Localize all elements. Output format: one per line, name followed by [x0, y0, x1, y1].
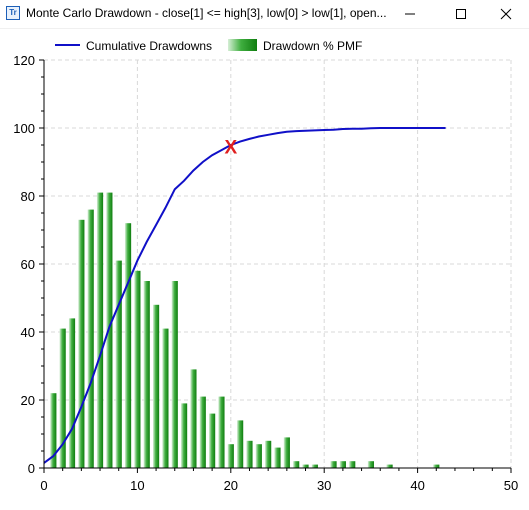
- title-bar: Tr Monte Carlo Drawdown - close[1] <= hi…: [0, 0, 529, 29]
- x-tick-label: 20: [224, 478, 238, 493]
- pmf-bar: [227, 444, 234, 468]
- chart-area: 0 20 40 60 80 100 120 0 10 20 30 40 50 Cumulative Dr…: [0, 28, 529, 505]
- pmf-bar: [218, 396, 225, 468]
- pmf-bar: [152, 304, 160, 468]
- x-tick-label: 10: [130, 478, 144, 493]
- pmf-bar: [190, 369, 197, 468]
- marker-x: X: [224, 138, 237, 159]
- minimize-button[interactable]: [387, 0, 433, 28]
- pmf-bar: [330, 461, 337, 468]
- x-tick-label: 50: [504, 478, 518, 493]
- app-icon: Tr: [6, 6, 20, 20]
- pmf-bar: [349, 461, 356, 468]
- legend-label-cumulative: Cumulative Drawdowns: [86, 39, 212, 53]
- maximize-button[interactable]: [438, 0, 484, 28]
- y-tick-label: 120: [13, 53, 35, 68]
- pmf-bar: [302, 464, 309, 468]
- pmf-bar: [181, 403, 188, 468]
- pmf-bar: [106, 192, 113, 468]
- legend-swatch-pmf: [228, 39, 257, 51]
- cumulative-line: [43, 127, 446, 464]
- y-tick-label: 80: [21, 189, 35, 204]
- y-tick-label: 0: [28, 461, 35, 476]
- legend: Cumulative Drawdowns Drawdown % PMF: [55, 39, 362, 53]
- pmf-bar: [237, 420, 244, 468]
- y-tick-label: 60: [21, 257, 35, 272]
- pmf-bar: [162, 328, 169, 468]
- pmf-bar: [246, 440, 253, 468]
- pmf-bar: [386, 464, 393, 468]
- pmf-bar: [171, 281, 178, 468]
- pmf-bar: [283, 437, 290, 468]
- pmf-bar: [209, 413, 216, 468]
- y-tick-label: 40: [21, 325, 35, 340]
- maximize-icon: [456, 9, 466, 19]
- pmf-bars: [50, 192, 440, 468]
- minimize-icon: [405, 13, 415, 15]
- window-title: Monte Carlo Drawdown - close[1] <= high[…: [26, 6, 387, 20]
- pmf-bar: [50, 393, 57, 468]
- legend-label-pmf: Drawdown % PMF: [263, 39, 362, 53]
- axes: 0 20 40 60 80 100 120 0 10 20 30 40 50: [13, 53, 518, 493]
- marker-layer: X: [224, 138, 237, 159]
- pmf-bar: [199, 396, 206, 468]
- pmf-bar: [339, 461, 346, 468]
- pmf-bar: [143, 281, 150, 468]
- y-tick-label: 20: [21, 393, 35, 408]
- pmf-bar: [124, 223, 132, 468]
- x-tick-label: 30: [317, 478, 331, 493]
- pmf-bar: [87, 209, 94, 468]
- x-tick-label: 0: [40, 478, 47, 493]
- pmf-bar: [59, 328, 66, 468]
- pmf-bar: [255, 444, 262, 468]
- pmf-bar: [265, 440, 272, 468]
- close-icon: [500, 8, 512, 20]
- pmf-bar: [367, 461, 374, 468]
- pmf-bar: [274, 447, 281, 468]
- pmf-bar: [96, 192, 104, 468]
- pmf-bar: [311, 464, 318, 468]
- y-tick-label: 100: [13, 121, 35, 136]
- pmf-bar: [68, 318, 76, 468]
- x-tick-label: 40: [410, 478, 424, 493]
- grid: [44, 59, 512, 468]
- pmf-bar: [78, 219, 85, 468]
- pmf-bar: [115, 260, 122, 468]
- cumulative-line-layer: [43, 127, 446, 464]
- pmf-bar: [134, 270, 141, 468]
- pmf-bar: [433, 464, 440, 468]
- pmf-bar: [293, 461, 300, 468]
- close-button[interactable]: [483, 0, 529, 28]
- drawdown-chart: 0 20 40 60 80 100 120 0 10 20 30 40 50 Cumulative Dr…: [13, 39, 518, 493]
